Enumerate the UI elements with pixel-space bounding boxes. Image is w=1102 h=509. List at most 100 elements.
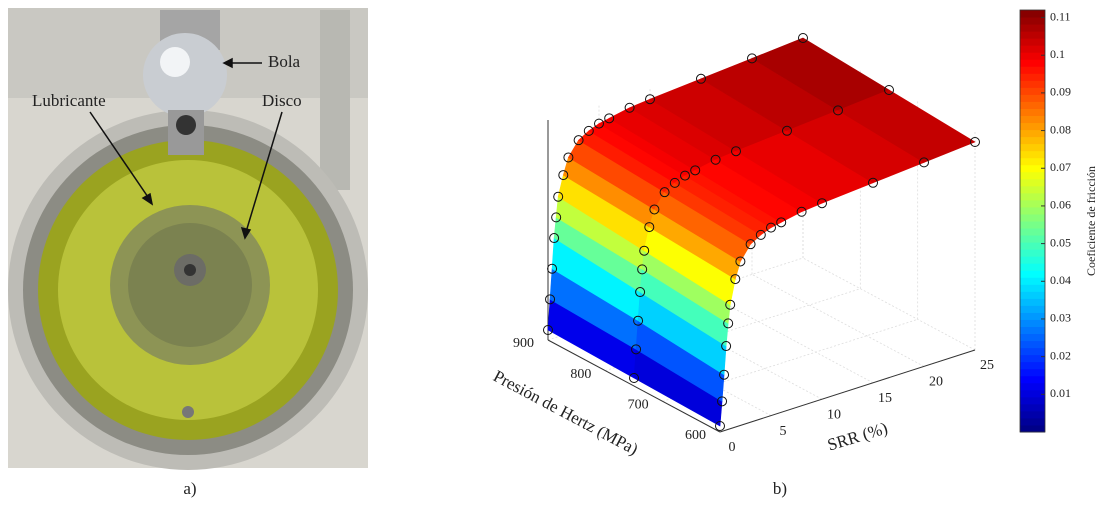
data-point [649, 204, 660, 215]
colorbar-segment [1020, 206, 1045, 215]
data-point [645, 94, 655, 105]
colorbar-segment [1020, 305, 1045, 313]
colorbar-segment [1020, 73, 1045, 81]
data-point [631, 344, 642, 355]
data-point [919, 157, 929, 168]
data-point [644, 222, 655, 233]
data-point [669, 177, 680, 188]
colorbar-segment [1020, 24, 1045, 32]
x-tick-label: 5 [780, 424, 787, 439]
surface-patch [837, 89, 976, 163]
y-tick-label: 800 [570, 367, 591, 382]
colorbar-segment [1020, 171, 1045, 180]
plot: 0 5 10 15 20 25 600 700 800 900 0.01 0.02 0.03 0.04 0.… [513, 9, 1071, 455]
colorbar-segment [1020, 178, 1045, 187]
photo: Bola Lubricante Disco [8, 8, 368, 470]
colorbar-segment [1020, 213, 1045, 222]
data-point [884, 85, 894, 95]
data-point [583, 125, 594, 136]
colorbar-segment [1020, 108, 1045, 116]
colorbar-segment [1020, 45, 1045, 53]
colorbar-tick-label: 0.1 [1050, 47, 1065, 61]
data-point [690, 165, 701, 176]
colorbar-segment [1020, 115, 1045, 124]
colorbar-tick-label: 0.05 [1050, 235, 1071, 249]
colorbar-segment [1020, 354, 1045, 363]
grid-line [649, 306, 823, 400]
colorbar-segment [1020, 256, 1045, 264]
colorbar-segment [1020, 417, 1045, 426]
colorbar-segment [1020, 31, 1045, 39]
data-point [558, 170, 569, 181]
y-tick-label: 700 [628, 398, 649, 413]
data-point [817, 198, 827, 209]
colorbar-segment [1020, 87, 1045, 95]
colorbar-segment [1020, 10, 1045, 18]
grid-line [751, 274, 925, 367]
colorbar-segment [1020, 52, 1045, 60]
y-axis-title: Presión de Hertz (MPa) [490, 366, 641, 458]
colorbar-segment [1020, 199, 1045, 208]
colorbar-segment [1020, 396, 1045, 405]
y-tick-label: 600 [685, 428, 706, 443]
colorbar-tick-label: 0.03 [1050, 311, 1071, 325]
colorbar-segment [1020, 270, 1045, 278]
y-tick-label: 900 [513, 336, 534, 351]
data-point [551, 212, 562, 223]
caption: b) [773, 479, 787, 498]
colorbar-segment [1020, 382, 1045, 391]
colorbar-segment [1020, 284, 1045, 292]
colorbar-segment [1020, 340, 1045, 349]
data-point [624, 102, 635, 113]
data-point [549, 233, 560, 244]
x-tick-label: 20 [929, 375, 943, 390]
colorbar-segment [1020, 389, 1045, 398]
colorbar-segment [1020, 164, 1045, 173]
colorbar-segment [1020, 361, 1045, 370]
colorbar-segment [1020, 228, 1045, 236]
colorbar-segment [1020, 17, 1045, 25]
x-tick-label: 10 [827, 407, 841, 422]
colorbar-segment [1020, 192, 1045, 201]
data-point [868, 177, 878, 188]
colorbar-tick-label: 0.08 [1050, 122, 1071, 136]
colorbar-segment [1020, 298, 1045, 306]
data-point [970, 137, 980, 147]
colorbar-segment [1020, 221, 1045, 229]
data-point [755, 229, 766, 240]
colorbar-segment [1020, 136, 1045, 145]
colorbar-segment [1020, 312, 1045, 320]
photo-label: Lubricante [32, 91, 106, 110]
data-point [553, 191, 564, 202]
colorbar-segment [1020, 277, 1045, 285]
colorbar-segment [1020, 143, 1045, 152]
colorbar-segment [1020, 368, 1045, 377]
colorbar-segment [1020, 38, 1045, 46]
data-point [796, 206, 807, 217]
data-point [766, 222, 776, 233]
colorbar-tick-label: 0.11 [1050, 9, 1071, 23]
colorbar-segment [1020, 80, 1045, 88]
colorbar-segment [1020, 333, 1045, 342]
colorbar-segment [1020, 291, 1045, 299]
caption: a) [183, 479, 196, 498]
data-point [633, 315, 644, 326]
data-point [696, 73, 706, 84]
colorbar-segment [1020, 157, 1045, 166]
grid-line [700, 290, 874, 384]
colorbar-segment [1020, 326, 1045, 335]
colorbar-tick-label: 0.07 [1050, 160, 1071, 174]
data-point [717, 396, 728, 407]
colorbar-segment [1020, 129, 1045, 138]
x-axis-title: SRR (%) [825, 418, 890, 454]
colorbar-segment [1020, 122, 1045, 131]
data-point [833, 105, 843, 116]
photo-label: Bola [268, 52, 301, 71]
data-point [543, 325, 553, 335]
data-point [545, 294, 556, 305]
data-point [721, 341, 732, 352]
colorbar-tick-label: 0.09 [1050, 85, 1071, 99]
data-point [629, 373, 639, 383]
data-point [782, 125, 792, 136]
